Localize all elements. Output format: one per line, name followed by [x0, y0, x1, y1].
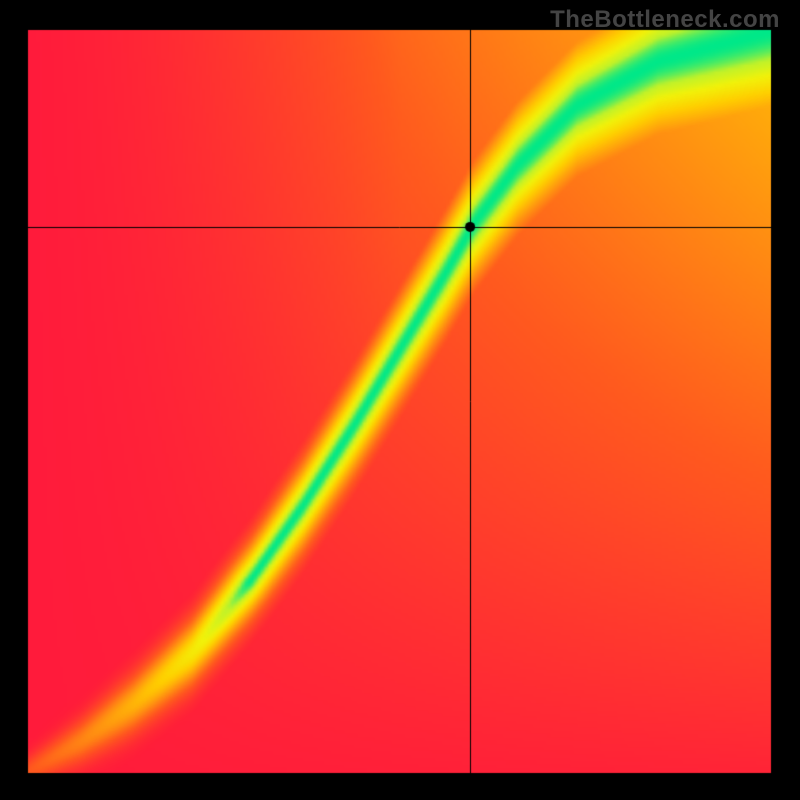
watermark-text: TheBottleneck.com: [550, 6, 780, 34]
heatmap-canvas: [0, 0, 800, 800]
chart-container: TheBottleneck.com: [0, 0, 800, 800]
